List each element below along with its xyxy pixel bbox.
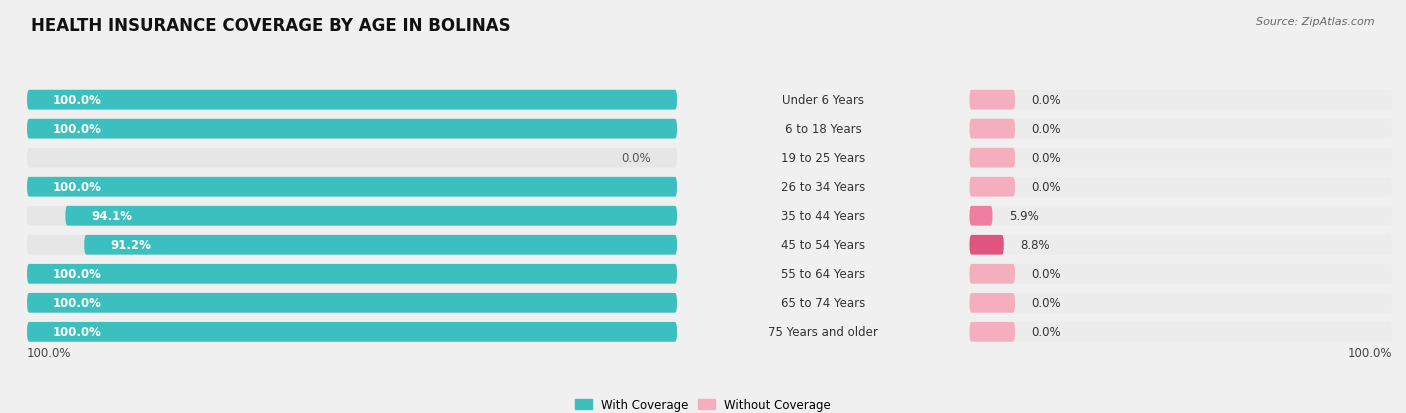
FancyBboxPatch shape [970,148,1392,168]
Text: 0.0%: 0.0% [1031,325,1062,339]
Text: 75 Years and older: 75 Years and older [768,325,879,339]
Text: 0.0%: 0.0% [1031,297,1062,310]
Text: 100.0%: 100.0% [53,94,101,107]
FancyBboxPatch shape [970,264,1015,284]
Text: 45 to 54 Years: 45 to 54 Years [782,239,865,252]
Text: 100.0%: 100.0% [53,181,101,194]
Text: 55 to 64 Years: 55 to 64 Years [782,268,865,280]
Legend: With Coverage, Without Coverage: With Coverage, Without Coverage [575,398,831,411]
FancyBboxPatch shape [970,322,1392,342]
FancyBboxPatch shape [970,148,1015,168]
FancyBboxPatch shape [27,148,678,168]
Text: 0.0%: 0.0% [1031,152,1062,165]
Text: 0.0%: 0.0% [1031,94,1062,107]
FancyBboxPatch shape [84,235,678,255]
Text: 91.2%: 91.2% [110,239,150,252]
FancyBboxPatch shape [27,90,678,110]
Text: 100.0%: 100.0% [53,297,101,310]
FancyBboxPatch shape [970,293,1392,313]
FancyBboxPatch shape [970,206,993,226]
Text: 35 to 44 Years: 35 to 44 Years [782,210,865,223]
FancyBboxPatch shape [27,178,678,197]
FancyBboxPatch shape [27,119,678,139]
FancyBboxPatch shape [970,264,1392,284]
Text: Under 6 Years: Under 6 Years [782,94,865,107]
Text: HEALTH INSURANCE COVERAGE BY AGE IN BOLINAS: HEALTH INSURANCE COVERAGE BY AGE IN BOLI… [31,17,510,34]
Text: 6 to 18 Years: 6 to 18 Years [785,123,862,136]
FancyBboxPatch shape [970,90,1392,110]
Text: 0.0%: 0.0% [621,152,651,165]
Text: 65 to 74 Years: 65 to 74 Years [782,297,865,310]
FancyBboxPatch shape [27,264,678,284]
Text: 100.0%: 100.0% [1347,347,1392,359]
Text: 100.0%: 100.0% [27,347,72,359]
Text: 26 to 34 Years: 26 to 34 Years [782,181,865,194]
FancyBboxPatch shape [970,235,1392,255]
Text: 8.8%: 8.8% [1019,239,1050,252]
FancyBboxPatch shape [27,235,678,255]
Text: 100.0%: 100.0% [53,268,101,280]
FancyBboxPatch shape [970,119,1015,139]
Text: Source: ZipAtlas.com: Source: ZipAtlas.com [1257,17,1375,26]
Text: 94.1%: 94.1% [91,210,132,223]
Text: 19 to 25 Years: 19 to 25 Years [782,152,865,165]
Text: 100.0%: 100.0% [53,325,101,339]
FancyBboxPatch shape [27,322,678,342]
FancyBboxPatch shape [970,293,1015,313]
FancyBboxPatch shape [27,293,678,313]
FancyBboxPatch shape [27,264,678,284]
FancyBboxPatch shape [970,178,1392,197]
FancyBboxPatch shape [970,322,1015,342]
FancyBboxPatch shape [970,206,1392,226]
FancyBboxPatch shape [970,90,1015,110]
FancyBboxPatch shape [970,178,1015,197]
FancyBboxPatch shape [27,90,678,110]
Text: 100.0%: 100.0% [53,123,101,136]
FancyBboxPatch shape [27,322,678,342]
FancyBboxPatch shape [27,178,678,197]
Text: 0.0%: 0.0% [1031,123,1062,136]
Text: 5.9%: 5.9% [1008,210,1039,223]
FancyBboxPatch shape [27,293,678,313]
FancyBboxPatch shape [970,235,1004,255]
Text: 0.0%: 0.0% [1031,181,1062,194]
FancyBboxPatch shape [970,119,1392,139]
Text: 0.0%: 0.0% [1031,268,1062,280]
FancyBboxPatch shape [66,206,678,226]
FancyBboxPatch shape [27,206,678,226]
FancyBboxPatch shape [27,119,678,139]
